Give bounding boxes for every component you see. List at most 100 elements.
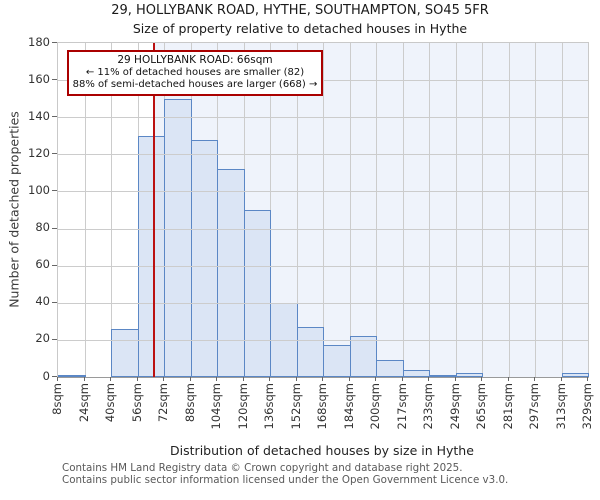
y-tick-mark — [52, 190, 57, 192]
vertical-gridline — [535, 43, 536, 377]
vertical-gridline — [376, 43, 377, 377]
x-tick-label: 88sqm — [182, 383, 197, 423]
horizontal-gridline — [58, 191, 588, 193]
x-tick-mark — [454, 377, 456, 381]
x-tick-mark — [560, 377, 562, 381]
vertical-gridline — [402, 43, 404, 377]
histogram-bar — [349, 336, 377, 377]
histogram-bar — [376, 360, 404, 377]
footer: Contains HM Land Registry data © Crown c… — [62, 462, 509, 486]
histogram-bar — [402, 369, 430, 377]
histogram-bar — [243, 210, 271, 377]
x-tick-label: 40sqm — [103, 383, 117, 423]
x-tick-label: 249sqm — [447, 383, 462, 430]
x-tick-label: 233sqm — [421, 383, 435, 430]
histogram-bar — [323, 345, 351, 377]
y-tick-mark — [52, 301, 57, 303]
x-tick-label: 152sqm — [288, 383, 303, 430]
chart-title: 29, HOLLYBANK ROAD, HYTHE, SOUTHAMPTON, … — [111, 3, 489, 18]
x-tick-label: 200sqm — [368, 383, 382, 430]
x-tick-mark — [216, 377, 217, 381]
vertical-gridline — [111, 43, 112, 377]
plot-area: 29 HOLLYBANK ROAD: 66sqm ← 11% of detach… — [57, 42, 589, 378]
annotation-line-1: 29 HOLLYBANK ROAD: 66sqm — [117, 54, 273, 66]
histogram-bar — [111, 328, 139, 377]
y-tick-mark — [52, 116, 57, 118]
x-tick-mark — [110, 377, 111, 381]
y-tick-label: 180 — [28, 34, 50, 49]
x-tick-label: 265sqm — [474, 383, 488, 430]
x-tick-mark — [348, 377, 350, 381]
x-tick-mark — [269, 377, 270, 381]
x-tick-label: 136sqm — [262, 383, 276, 430]
y-tick-label: 120 — [28, 145, 50, 160]
x-tick-label: 168sqm — [315, 383, 329, 430]
horizontal-gridline — [58, 117, 588, 119]
histogram-bar — [217, 169, 245, 377]
x-tick-label: 297sqm — [527, 383, 541, 430]
chart-subtitle: Size of property relative to detached ho… — [132, 21, 468, 36]
x-tick-label: 120sqm — [235, 383, 250, 430]
vertical-gridline — [323, 43, 324, 377]
vertical-gridline — [84, 43, 86, 377]
x-tick-mark — [295, 377, 297, 381]
x-tick-mark — [428, 377, 429, 381]
y-tick-mark — [52, 153, 57, 155]
y-tick-mark — [52, 79, 57, 81]
y-tick-label: 20 — [35, 331, 50, 346]
horizontal-gridline — [58, 154, 588, 156]
x-tick-label: 24sqm — [76, 383, 91, 423]
x-tick-mark — [83, 377, 85, 381]
x-tick-label: 56sqm — [129, 383, 144, 423]
vertical-gridline — [429, 43, 430, 377]
vertical-gridline — [508, 43, 510, 377]
histogram-bar — [190, 139, 218, 377]
x-tick-label: 281sqm — [500, 383, 515, 430]
x-tick-mark — [507, 377, 509, 381]
x-tick-mark — [136, 377, 138, 381]
x-tick-mark — [401, 377, 403, 381]
y-tick-label: 0 — [42, 368, 50, 383]
annotation-box: 29 HOLLYBANK ROAD: 66sqm ← 11% of detach… — [67, 50, 323, 96]
horizontal-gridline — [58, 228, 588, 230]
y-axis-title: Number of detached properties — [6, 111, 22, 308]
vertical-gridline — [482, 43, 483, 377]
property-size-marker-line — [152, 43, 155, 377]
horizontal-gridline — [58, 302, 588, 304]
x-axis-title: Distribution of detached houses by size … — [170, 443, 474, 458]
y-tick-mark — [52, 227, 57, 229]
horizontal-gridline — [58, 339, 588, 341]
x-tick-mark — [481, 377, 482, 381]
footer-line-1: Contains HM Land Registry data © Crown c… — [62, 462, 463, 474]
annotation-line-2: ← 11% of detached houses are smaller (82… — [85, 67, 305, 78]
x-tick-label: 184sqm — [341, 383, 356, 430]
x-tick-label: 72sqm — [156, 383, 170, 423]
x-tick-mark — [322, 377, 323, 381]
footer-line-2: Contains public sector information licen… — [62, 473, 509, 486]
horizontal-gridline — [58, 80, 588, 82]
horizontal-gridline — [58, 265, 588, 267]
x-tick-mark — [242, 377, 244, 381]
x-tick-mark — [57, 377, 58, 381]
annotation-line-3: 88% of semi-detached houses are larger (… — [72, 79, 318, 90]
x-tick-label: 104sqm — [209, 383, 223, 430]
histogram-bar — [58, 375, 86, 377]
y-tick-label: 140 — [28, 108, 50, 123]
x-tick-label: 313sqm — [553, 383, 568, 430]
y-tick-mark — [52, 42, 57, 43]
y-tick-label: 100 — [28, 182, 50, 197]
x-tick-mark — [534, 377, 535, 381]
vertical-gridline — [296, 43, 298, 377]
y-tick-label: 40 — [35, 294, 50, 309]
x-tick-mark — [163, 377, 164, 381]
x-tick-mark — [189, 377, 191, 381]
x-tick-label: 329sqm — [580, 383, 594, 430]
histogram-bar — [429, 375, 457, 377]
x-tick-mark — [375, 377, 376, 381]
y-tick-mark — [52, 338, 57, 340]
y-tick-mark — [52, 376, 57, 377]
x-tick-label: 8sqm — [50, 383, 64, 415]
vertical-gridline — [349, 43, 351, 377]
histogram-bar — [296, 326, 324, 377]
